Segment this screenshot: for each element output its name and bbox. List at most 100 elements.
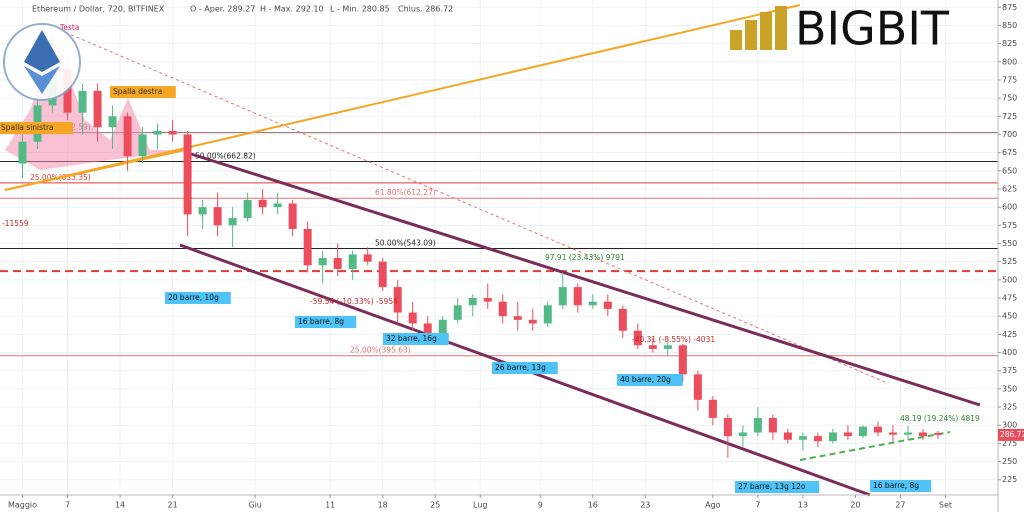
ohlc: L - Min. 280.85 xyxy=(330,5,390,14)
annotation: Spalla sinistra xyxy=(1,123,54,132)
candle-body xyxy=(918,432,927,437)
annotation-box xyxy=(617,374,683,386)
candle-body xyxy=(138,134,147,157)
y-tick-label: 400 xyxy=(1002,348,1017,357)
candle-body xyxy=(243,199,252,219)
x-tick-label: 25 xyxy=(430,501,440,510)
candle-body xyxy=(663,345,672,349)
annotation: 16 barre, 8g xyxy=(298,317,344,326)
y-tick-label: 775 xyxy=(1002,75,1017,84)
y-tick-label: 525 xyxy=(1002,257,1017,266)
level-label: 61.80%(612.27) xyxy=(375,188,436,197)
y-tick-label: 225 xyxy=(1002,475,1017,484)
x-tick-label: Ago xyxy=(705,501,721,510)
y-tick-label: 450 xyxy=(1002,312,1017,321)
annotation-box xyxy=(870,480,932,492)
level-label: 50.00%(543.09) xyxy=(375,239,436,248)
x-tick-label: 20 xyxy=(850,501,860,510)
y-tick-label: 675 xyxy=(1002,148,1017,157)
annotation-box xyxy=(383,333,449,345)
annotation: 32 barre, 16g xyxy=(386,334,437,343)
y-tick-label: 850 xyxy=(1002,21,1017,30)
candle-body xyxy=(213,207,222,226)
candle-body xyxy=(798,436,807,440)
candle-body xyxy=(108,116,117,128)
candle-body xyxy=(303,228,312,266)
candle-body xyxy=(408,312,417,324)
x-tick-label: 23 xyxy=(640,501,650,510)
y-tick-label: 300 xyxy=(1002,421,1017,430)
y-tick-label: 250 xyxy=(1002,457,1017,466)
candle-body xyxy=(378,261,387,288)
y-tick-label: 600 xyxy=(1002,203,1017,212)
candle-body xyxy=(813,436,822,442)
candle-body xyxy=(168,130,177,135)
annotation-box xyxy=(165,292,231,304)
candle-body xyxy=(498,301,507,317)
x-tick-label: Lug xyxy=(473,501,487,510)
y-tick-label: 800 xyxy=(1002,57,1017,66)
candle-body xyxy=(438,319,447,335)
candle-body xyxy=(573,287,582,306)
candle-body xyxy=(858,426,867,437)
y-tick-label: 700 xyxy=(1002,130,1017,139)
y-tick-label: 425 xyxy=(1002,330,1017,339)
axes: 225 250 275 300 325 350 375 400 425 450 475 500 525 5… xyxy=(8,3,1024,510)
annotation: -11559 xyxy=(2,219,29,228)
annotation: -40.31 (-8.55%) -4031 xyxy=(632,335,715,344)
candle-body xyxy=(678,345,687,375)
x-tick-label: 21 xyxy=(167,501,177,510)
y-tick-label: 475 xyxy=(1002,294,1017,303)
annotation: 48.19 (19.24%) 4819 xyxy=(900,414,980,423)
candle-body xyxy=(768,417,777,433)
candle-body xyxy=(648,345,657,349)
candle-body xyxy=(468,298,477,306)
x-tick-label: 16 xyxy=(588,501,598,510)
candle-body xyxy=(258,199,267,208)
candle-body xyxy=(558,287,567,306)
annotation: Testa xyxy=(59,23,79,32)
candle-body xyxy=(228,218,237,226)
candle-body xyxy=(738,432,747,437)
candle-body xyxy=(783,432,792,440)
candle-body xyxy=(633,330,642,346)
orange-trend xyxy=(4,4,801,191)
x-tick-label: 27 xyxy=(895,501,905,510)
candle-body xyxy=(78,90,87,113)
x-tick-label: Giu xyxy=(248,501,262,510)
ohlc: Chius. 286.72 xyxy=(398,5,453,14)
x-tick-label: 14 xyxy=(115,501,125,510)
candle-body xyxy=(543,305,552,324)
ohlc: H - Max. 292.10 xyxy=(260,5,324,14)
x-tick-label: Set xyxy=(939,501,952,510)
candle-body xyxy=(708,399,717,418)
chart-title: Ethereum / Dollar, 720, BITFINEX xyxy=(32,5,165,14)
annotation: 16 barre, 8g xyxy=(873,481,919,490)
candle-body xyxy=(123,116,132,157)
x-tick-label: 18 xyxy=(378,501,388,510)
candle-body xyxy=(393,287,402,313)
y-tick-label: 275 xyxy=(1002,439,1017,448)
candle-body xyxy=(828,432,837,442)
candle-body xyxy=(753,417,762,433)
y-tick-label: 500 xyxy=(1002,275,1017,284)
annotation-box xyxy=(492,362,558,374)
annotation-box xyxy=(0,122,73,134)
eth-logo-top xyxy=(24,30,60,72)
x-tick-label: 7 xyxy=(755,501,760,510)
y-tick-label: 750 xyxy=(1002,94,1017,103)
candle-body xyxy=(183,134,192,215)
candle-body xyxy=(363,254,372,262)
y-tick-label: 550 xyxy=(1002,239,1017,248)
logo-text: BIGBIT xyxy=(795,2,950,56)
candle-body xyxy=(318,258,327,266)
annotation-box xyxy=(110,86,176,98)
logo-coins xyxy=(730,6,787,50)
candle-body xyxy=(423,323,432,335)
annotation: -59.54 (-10.33%) -5954 xyxy=(310,297,398,306)
annotations: Testa Spalla destra Spalla sinistra 20 barr… xyxy=(0,23,980,493)
y-tick-label: 575 xyxy=(1002,221,1017,230)
orange-neckline xyxy=(4,149,186,191)
candle-body xyxy=(618,308,627,331)
